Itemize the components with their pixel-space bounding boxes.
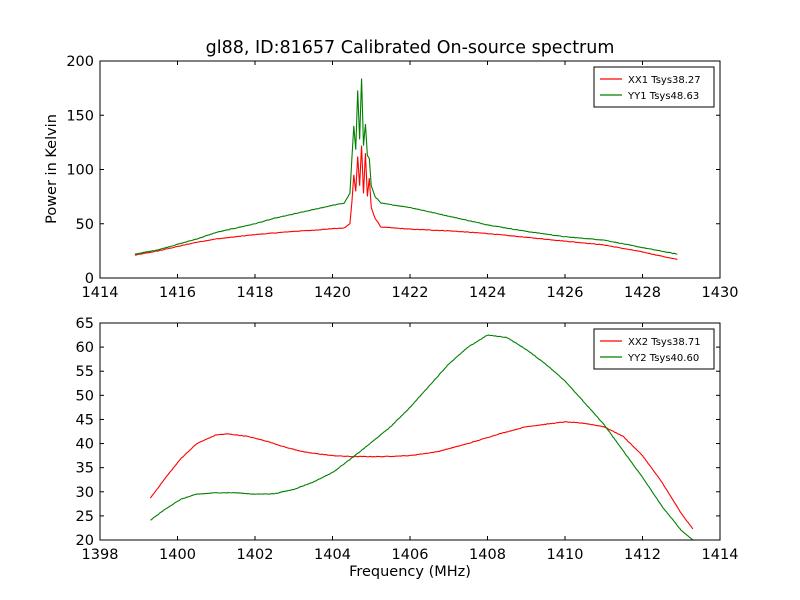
y-tick-label: 60 — [76, 340, 94, 356]
x-tick-label: 1414 — [702, 547, 739, 563]
x-tick-label: 1410 — [547, 547, 584, 563]
y-tick-label: 200 — [66, 54, 94, 70]
legend-label: XX1 Tsys38.27 — [628, 75, 701, 86]
y-tick-label: 40 — [76, 437, 94, 453]
bottom-panel: 1398 1400 1402 1404 1406 1408 1410 1412 1414 20 25… — [76, 316, 739, 563]
legend-label: YY2 Tsys40.60 — [627, 353, 699, 364]
legend-label: YY1 Tsys48.63 — [627, 91, 699, 102]
x-tick-label: 1420 — [314, 285, 351, 301]
y-tick-label: 100 — [66, 163, 94, 179]
x-tick-label: 1418 — [237, 285, 274, 301]
y-tick-label: 45 — [76, 412, 94, 428]
x-tick-label: 1422 — [392, 285, 429, 301]
x-tick-label: 1428 — [624, 285, 661, 301]
x-tick-label: 1408 — [469, 547, 506, 563]
y-tick-label: 20 — [76, 533, 94, 549]
series-line-yy1 — [134, 78, 678, 255]
y-tick-label: 65 — [76, 316, 94, 332]
top-panel: 1414 1416 1418 1420 1422 1424 1426 1428 1430 0 50 1… — [66, 54, 738, 301]
x-tick-label: 1412 — [624, 547, 661, 563]
y-axis-label-top: Power in Kelvin — [44, 114, 60, 224]
series-line-xx1 — [134, 145, 678, 261]
y-tick-label: 0 — [85, 271, 94, 287]
x-tick-label: 1400 — [159, 547, 196, 563]
y-tick-label: 50 — [76, 217, 94, 233]
x-tick-label: 1430 — [702, 285, 739, 301]
chart-title-top: gl88, ID:81657 Calibrated On-source spec… — [206, 38, 615, 58]
x-tick-label: 1404 — [314, 547, 351, 563]
x-axis-label-bottom: Frequency (MHz) — [349, 564, 471, 580]
series-line-xx2 — [149, 421, 694, 530]
x-tick-label: 1406 — [392, 547, 429, 563]
y-tick-label: 55 — [76, 364, 94, 380]
y-tick-label: 150 — [66, 108, 94, 124]
y-tick-label: 30 — [76, 485, 94, 501]
x-tick-label: 1402 — [237, 547, 274, 563]
y-tick-label: 35 — [76, 461, 94, 477]
legend-label: XX2 Tsys38.71 — [628, 337, 701, 348]
x-tick-label: 1398 — [82, 547, 119, 563]
x-tick-label: 1416 — [159, 285, 196, 301]
x-tick-label: 1424 — [469, 285, 506, 301]
x-tick-label: 1426 — [547, 285, 584, 301]
series-line-yy2 — [150, 334, 694, 540]
y-tick-label: 50 — [76, 388, 94, 404]
legend-box — [593, 328, 715, 370]
legend-box — [593, 66, 715, 108]
y-tick-label: 25 — [76, 509, 94, 525]
x-tick-label: 1414 — [82, 285, 119, 301]
